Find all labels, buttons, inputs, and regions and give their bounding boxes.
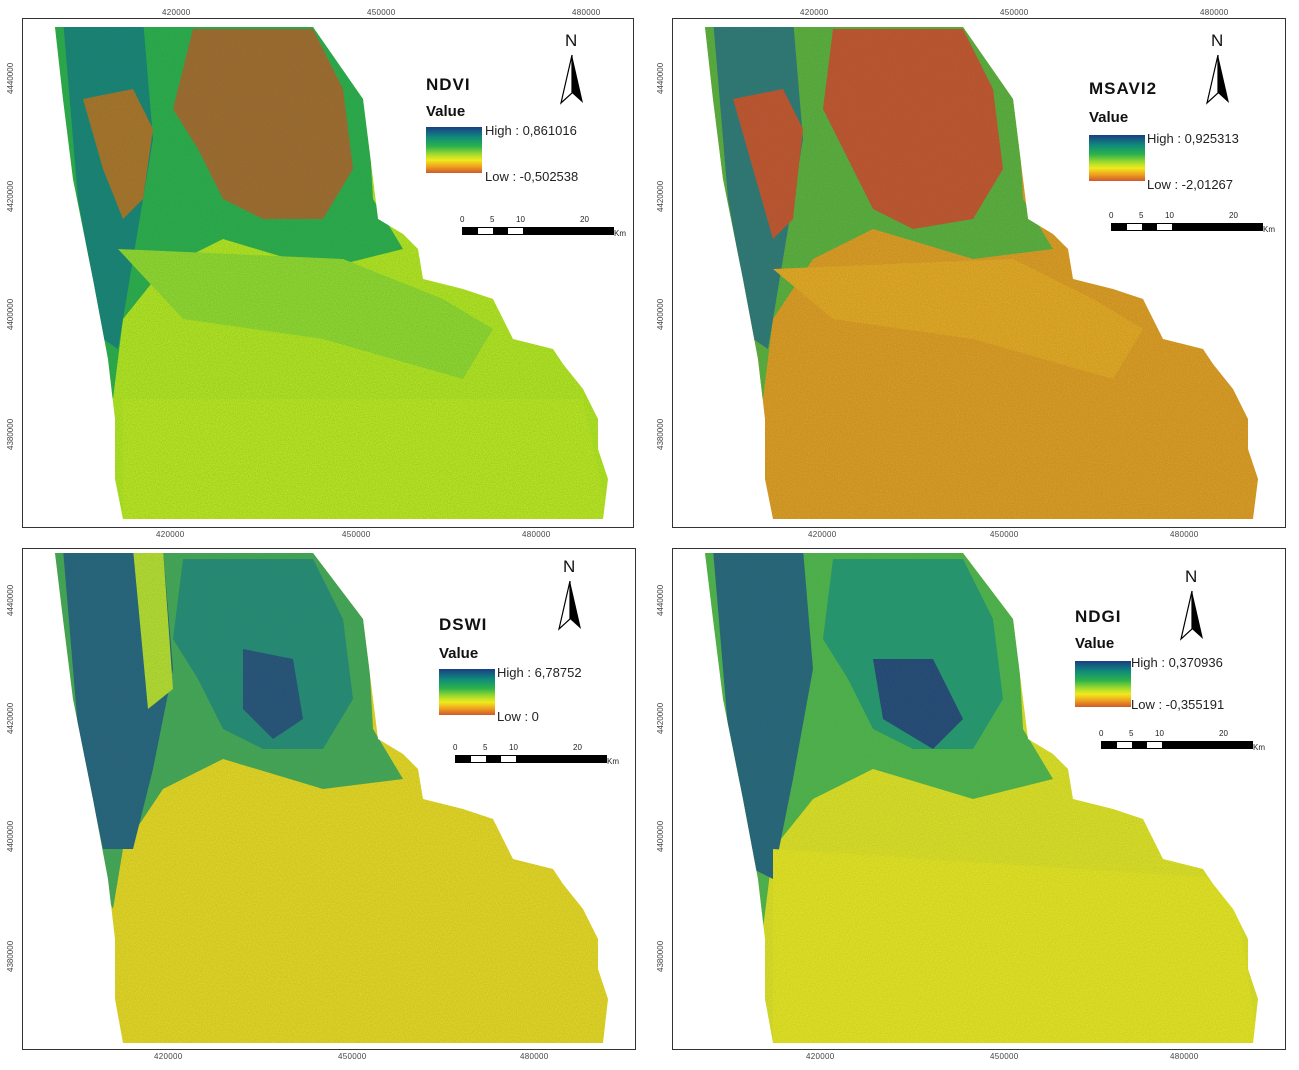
x-tick-bottom: 450000 bbox=[990, 1052, 1019, 1061]
legend-high-label: High : 0,861016 bbox=[485, 123, 577, 138]
legend-color-ramp bbox=[426, 127, 482, 173]
y-tick-left: 4380000 bbox=[656, 941, 665, 972]
y-tick-left: 4420000 bbox=[656, 703, 665, 734]
north-arrow-icon bbox=[1173, 567, 1213, 647]
x-tick-top: 450000 bbox=[367, 8, 396, 17]
x-tick-bottom: 480000 bbox=[522, 530, 551, 539]
legend-color-ramp bbox=[1075, 661, 1131, 707]
y-tick-left: 4420000 bbox=[6, 703, 15, 734]
x-tick-bottom: 420000 bbox=[808, 530, 837, 539]
scale-bar: 0 5 10 20 Km bbox=[1099, 729, 1269, 759]
legend-value-label: Value bbox=[439, 645, 478, 662]
x-tick-bottom: 480000 bbox=[1170, 1052, 1199, 1061]
y-tick-left: 4400000 bbox=[656, 299, 665, 330]
x-tick-bottom: 450000 bbox=[338, 1052, 367, 1061]
y-tick-left: 4420000 bbox=[6, 181, 15, 212]
north-arrow: N bbox=[551, 557, 591, 637]
x-tick-bottom: 480000 bbox=[1170, 530, 1199, 539]
x-tick-bottom: 480000 bbox=[520, 1052, 549, 1061]
y-tick-left: 4400000 bbox=[656, 821, 665, 852]
map-title: DSWI bbox=[439, 615, 487, 635]
legend-value-label: Value bbox=[1089, 109, 1128, 126]
y-tick-left: 4400000 bbox=[6, 299, 15, 330]
legend-low-label: Low : -0,355191 bbox=[1131, 697, 1224, 712]
dswi-raster-map bbox=[23, 549, 635, 1049]
scale-bar: 0 5 10 20 Km bbox=[460, 215, 630, 245]
scale-bar: 0 5 10 20 Km bbox=[453, 743, 623, 773]
x-tick-top: 420000 bbox=[162, 8, 191, 17]
north-arrow-icon bbox=[553, 31, 593, 111]
y-tick-left: 4440000 bbox=[6, 585, 15, 616]
x-tick-bottom: 420000 bbox=[806, 1052, 835, 1061]
x-tick-bottom: 450000 bbox=[990, 530, 1019, 539]
legend-color-ramp bbox=[1089, 135, 1145, 181]
north-arrow: N bbox=[1173, 567, 1213, 647]
legend-low-label: Low : -2,01267 bbox=[1147, 177, 1233, 192]
y-tick-left: 4400000 bbox=[6, 821, 15, 852]
north-arrow: N bbox=[1199, 31, 1239, 111]
north-arrow-icon bbox=[1199, 31, 1239, 111]
legend-color-ramp bbox=[439, 669, 495, 715]
legend-value-label: Value bbox=[426, 103, 465, 120]
map-frame: NDVI Value High : 0,861016 Low : -0,5025… bbox=[22, 18, 634, 528]
north-arrow-icon bbox=[551, 557, 591, 637]
map-frame: DSWI Value High : 6,78752 Low : 0 N 0 5 … bbox=[22, 548, 636, 1050]
north-arrow: N bbox=[553, 31, 593, 111]
y-tick-left: 4380000 bbox=[6, 419, 15, 450]
legend-high-label: High : 0,925313 bbox=[1147, 131, 1239, 146]
x-tick-bottom: 420000 bbox=[154, 1052, 183, 1061]
legend-low-label: Low : 0 bbox=[497, 709, 539, 724]
map-title: NDVI bbox=[426, 75, 471, 95]
scale-bar: 0 5 10 20 Km bbox=[1109, 211, 1279, 241]
map-title: MSAVI2 bbox=[1089, 79, 1157, 99]
x-tick-top: 450000 bbox=[1000, 8, 1029, 17]
y-tick-left: 4420000 bbox=[656, 181, 665, 212]
y-tick-left: 4440000 bbox=[6, 63, 15, 94]
map-frame: MSAVI2 Value High : 0,925313 Low : -2,01… bbox=[672, 18, 1286, 528]
x-tick-top: 480000 bbox=[572, 8, 601, 17]
y-tick-left: 4380000 bbox=[656, 419, 665, 450]
map-frame: NDGI Value High : 0,370936 Low : -0,3551… bbox=[672, 548, 1286, 1050]
map-title: NDGI bbox=[1075, 607, 1122, 627]
legend-high-label: High : 0,370936 bbox=[1131, 655, 1223, 670]
legend-low-label: Low : -0,502538 bbox=[485, 169, 578, 184]
y-tick-left: 4440000 bbox=[656, 63, 665, 94]
msavi2-raster-map bbox=[673, 19, 1285, 527]
ndvi-raster-map bbox=[23, 19, 633, 527]
legend-value-label: Value bbox=[1075, 635, 1114, 652]
x-tick-top: 480000 bbox=[1200, 8, 1229, 17]
x-tick-bottom: 450000 bbox=[342, 530, 371, 539]
legend-high-label: High : 6,78752 bbox=[497, 665, 582, 680]
x-tick-bottom: 420000 bbox=[156, 530, 185, 539]
y-tick-left: 4380000 bbox=[6, 941, 15, 972]
x-tick-top: 420000 bbox=[800, 8, 829, 17]
y-tick-left: 4440000 bbox=[656, 585, 665, 616]
